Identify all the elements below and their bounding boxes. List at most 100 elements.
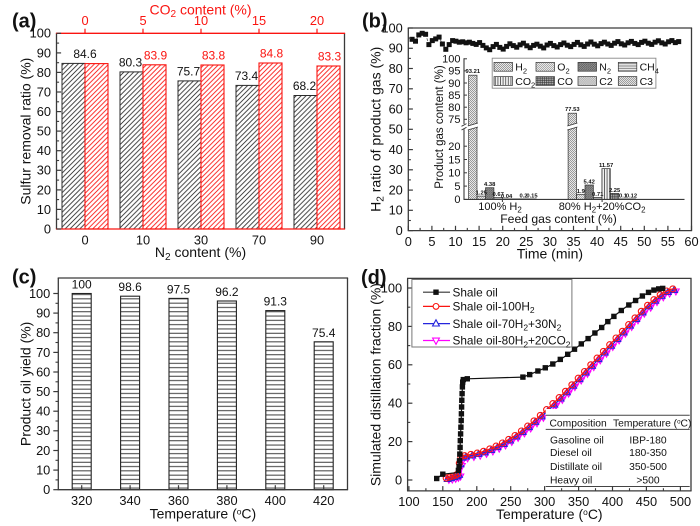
svg-text:80: 80 (37, 65, 51, 80)
svg-text:70: 70 (389, 81, 403, 96)
svg-text:200: 200 (466, 494, 487, 509)
svg-text:Shale oil-80H2+20CO2: Shale oil-80H2+20CO2 (453, 334, 571, 350)
svg-text:320: 320 (71, 493, 92, 508)
svg-text:0: 0 (44, 221, 51, 236)
svg-text:30: 30 (36, 423, 50, 438)
svg-text:Diesel oil: Diesel oil (550, 448, 592, 459)
svg-text:97.5: 97.5 (167, 282, 191, 296)
svg-text:84.8: 84.8 (260, 47, 284, 61)
svg-text:30: 30 (543, 234, 557, 249)
svg-text:40: 40 (389, 142, 403, 157)
svg-text:Shale oil: Shale oil (453, 285, 498, 299)
svg-text:100: 100 (30, 26, 51, 41)
svg-text:60: 60 (37, 104, 51, 119)
svg-text:350-500: 350-500 (629, 462, 667, 473)
svg-text:75: 75 (448, 114, 460, 126)
svg-text:70: 70 (252, 233, 266, 248)
svg-text:20: 20 (448, 141, 460, 153)
svg-text:Composition: Composition (550, 418, 608, 429)
svg-text:Shale oil-100H2: Shale oil-100H2 (453, 300, 535, 316)
svg-text:(c): (c) (12, 267, 36, 289)
svg-text:90: 90 (389, 41, 403, 56)
svg-text:0.2: 0.2 (519, 193, 527, 199)
svg-text:N2: N2 (599, 62, 611, 76)
svg-text:90: 90 (36, 306, 50, 321)
svg-text:90: 90 (37, 45, 51, 60)
svg-text:0: 0 (81, 233, 88, 248)
svg-text:Product gas content (%): Product gas content (%) (434, 65, 446, 189)
svg-text:0: 0 (454, 194, 460, 206)
svg-text:0: 0 (43, 482, 50, 497)
svg-text:98.6: 98.6 (118, 280, 142, 294)
svg-text:Product oil yield (%): Product oil yield (%) (18, 322, 34, 447)
svg-text:0.04: 0.04 (501, 194, 513, 200)
svg-text:H2 ratio of product gas (%): H2 ratio of product gas (%) (368, 47, 387, 212)
svg-text:420: 420 (313, 493, 334, 508)
svg-text:Temperature (oC): Temperature (oC) (150, 506, 257, 522)
svg-text:0: 0 (405, 234, 412, 249)
svg-text:5: 5 (454, 181, 460, 193)
svg-text:85: 85 (448, 90, 460, 102)
svg-text:20: 20 (388, 434, 402, 449)
svg-text:(b): (b) (362, 10, 388, 32)
svg-text:180-350: 180-350 (629, 448, 667, 459)
svg-text:Temperature (oC): Temperature (oC) (496, 506, 603, 522)
svg-text:40: 40 (37, 143, 51, 158)
svg-text:100: 100 (442, 54, 460, 66)
svg-text:30: 30 (389, 162, 403, 177)
svg-text:55: 55 (661, 234, 675, 249)
svg-text:Simulated distillation fractio: Simulated distillation fraction (%) (368, 283, 384, 486)
svg-text:77.53: 77.53 (565, 107, 580, 113)
svg-text:CH4: CH4 (640, 62, 659, 76)
svg-text:1.25: 1.25 (476, 191, 488, 197)
svg-text:20: 20 (36, 443, 50, 458)
svg-text:CO: CO (557, 76, 573, 88)
svg-text:73.4: 73.4 (235, 69, 259, 83)
svg-text:40: 40 (388, 396, 402, 411)
svg-text:10: 10 (36, 463, 50, 478)
svg-text:0: 0 (395, 472, 402, 487)
svg-text:IBP-180: IBP-180 (629, 436, 666, 447)
svg-text:15: 15 (472, 234, 486, 249)
svg-text:10: 10 (389, 203, 403, 218)
svg-text:150: 150 (432, 494, 453, 509)
svg-text:20: 20 (310, 13, 324, 28)
svg-text:CO2 content (%): CO2 content (%) (149, 1, 251, 20)
svg-text:100: 100 (72, 278, 92, 292)
svg-text:30: 30 (37, 163, 51, 178)
svg-text:95: 95 (448, 66, 460, 78)
svg-text:96.2: 96.2 (215, 285, 239, 299)
svg-text:80: 80 (389, 61, 403, 76)
svg-text:0: 0 (81, 13, 88, 28)
svg-text:360: 360 (168, 493, 189, 508)
svg-text:11.57: 11.57 (599, 163, 613, 169)
svg-text:5.42: 5.42 (584, 180, 595, 186)
svg-text:C2: C2 (599, 76, 613, 88)
svg-text:0.15: 0.15 (526, 194, 538, 200)
svg-text:0.67: 0.67 (493, 192, 504, 198)
svg-text:50: 50 (389, 122, 403, 137)
svg-text:20: 20 (389, 183, 403, 198)
svg-text:380: 380 (216, 493, 237, 508)
svg-text:90: 90 (448, 78, 460, 90)
svg-text:83.8: 83.8 (202, 49, 226, 63)
svg-text:0.12: 0.12 (626, 194, 637, 200)
svg-text:90: 90 (310, 233, 324, 248)
svg-text:15: 15 (252, 13, 266, 28)
svg-text:400: 400 (265, 493, 286, 508)
svg-text:Heavy oil: Heavy oil (550, 476, 592, 487)
svg-text:100: 100 (381, 280, 402, 295)
svg-text:1.9: 1.9 (577, 189, 586, 195)
svg-text:H2: H2 (515, 62, 527, 76)
svg-text:80.3: 80.3 (119, 55, 143, 69)
svg-text:Sulfur removal ratio (%): Sulfur removal ratio (%) (18, 58, 34, 205)
svg-text:5: 5 (139, 13, 146, 28)
svg-text:80: 80 (36, 325, 50, 340)
svg-text:4.38: 4.38 (484, 182, 496, 188)
svg-text:Temperature (oC): Temperature (oC) (613, 418, 691, 429)
svg-text:50: 50 (37, 124, 51, 139)
svg-text:83.3: 83.3 (318, 50, 342, 64)
svg-text:>500: >500 (636, 476, 659, 487)
svg-text:340: 340 (119, 493, 140, 508)
svg-text:N2 content (%): N2 content (%) (155, 244, 246, 263)
